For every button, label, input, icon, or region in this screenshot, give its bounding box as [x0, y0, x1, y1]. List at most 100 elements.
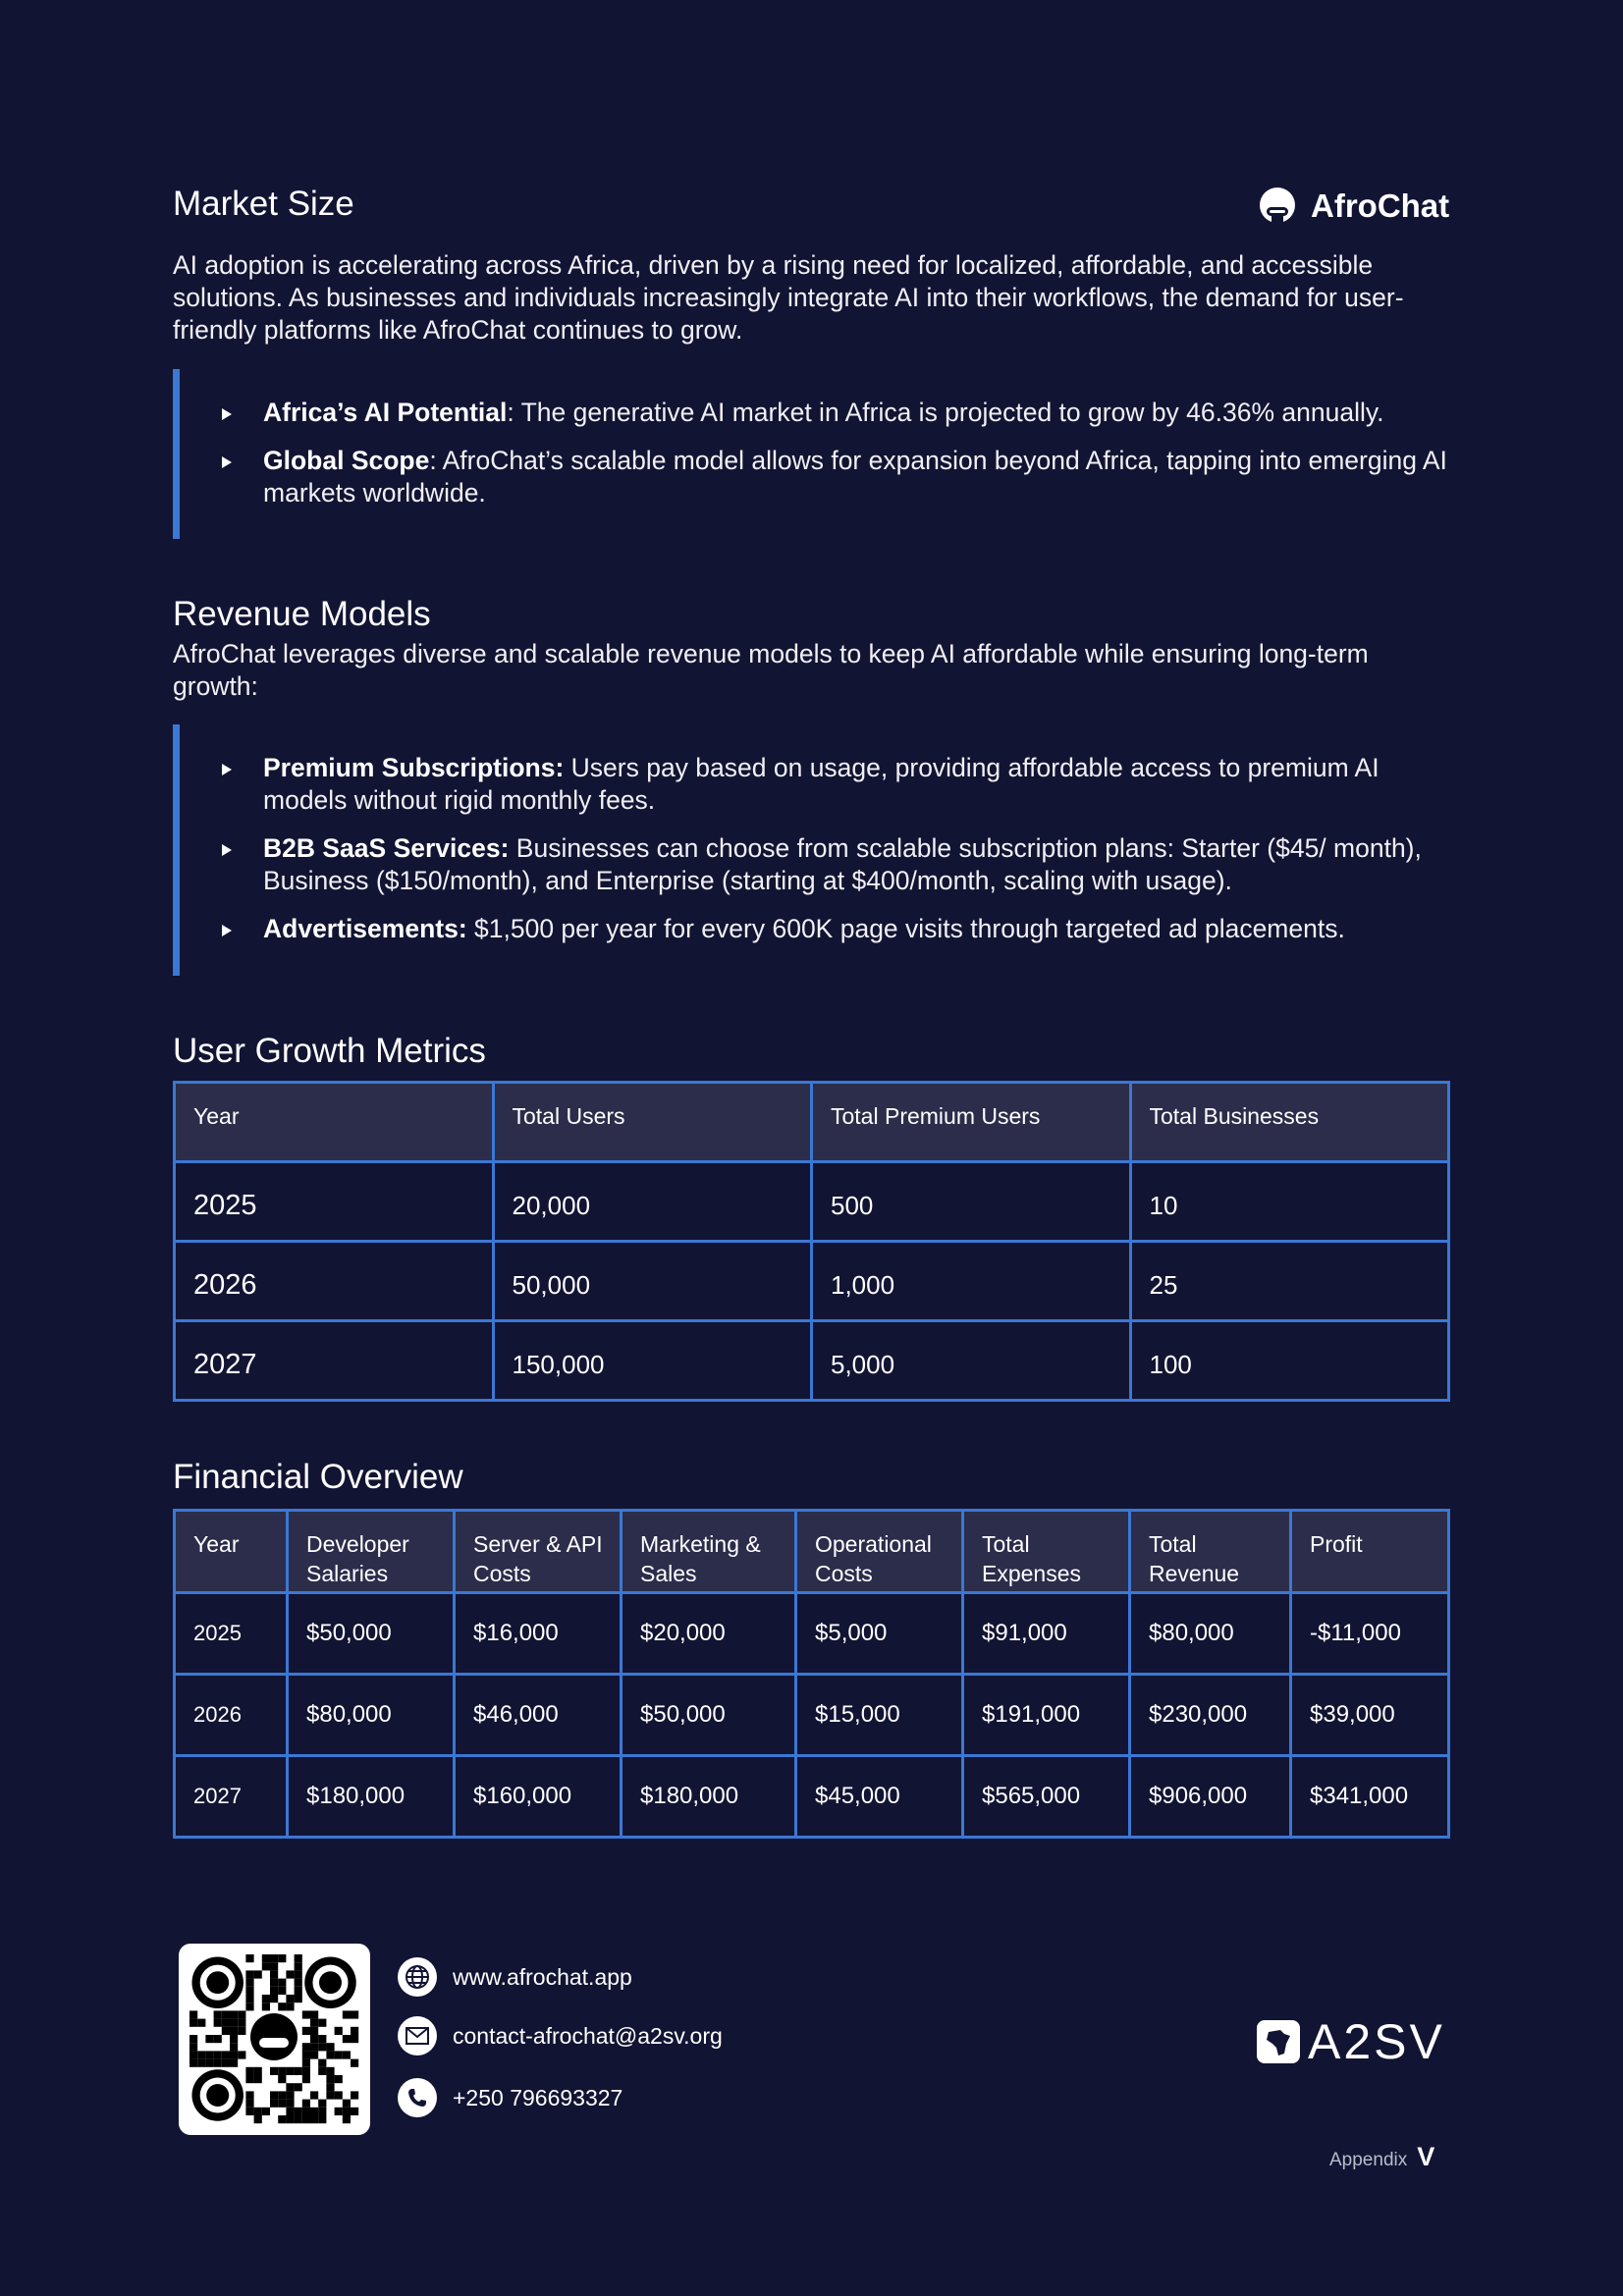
table-row: 2025 20,000 500 10 — [173, 1160, 1450, 1243]
cell: $341,000 — [1289, 1754, 1450, 1839]
cell: $180,000 — [620, 1754, 797, 1839]
financial-overview-table: Year Developer Salaries Server & API Costs… — [173, 1509, 1450, 1839]
cell: 2027 — [173, 1319, 495, 1402]
column-header: Operational Costs — [794, 1509, 964, 1593]
column-header: Total Users — [491, 1081, 813, 1162]
brand-name: AfroChat — [1311, 187, 1450, 224]
column-header: Marketing & Sales — [620, 1509, 797, 1593]
appendix-label: Appendix V — [1329, 2142, 1434, 2172]
bullet-term: Advertisements: — [263, 914, 467, 943]
envelope-icon — [398, 2016, 437, 2056]
cell: 2026 — [173, 1673, 289, 1757]
column-header: Developer Salaries — [286, 1509, 456, 1593]
cell: 2026 — [173, 1240, 495, 1322]
list-item: Africa’s AI Potential: The generative AI… — [222, 397, 1459, 429]
globe-icon — [398, 1957, 437, 1997]
column-header: Year — [173, 1509, 289, 1593]
bullet-text: Businesses can choose from scalable subs… — [263, 833, 1422, 895]
revenue-models-intro: AfroChat leverages diverse and scalable … — [173, 639, 1369, 701]
column-header: Total Expenses — [961, 1509, 1131, 1593]
cell: $180,000 — [286, 1754, 456, 1839]
cell: $5,000 — [794, 1591, 964, 1676]
list-item: Advertisements: $1,500 per year for ever… — [222, 913, 1459, 945]
revenue-models-title: Revenue Models — [173, 595, 431, 633]
cell: 50,000 — [491, 1240, 813, 1322]
qr-code[interactable] — [179, 1944, 370, 2135]
cell: $91,000 — [961, 1591, 1131, 1676]
cell: 2025 — [173, 1160, 495, 1243]
accent-bar — [173, 369, 180, 539]
cell: $50,000 — [620, 1673, 797, 1757]
bullet-arrow-icon — [222, 456, 232, 468]
afrochat-logo: AfroChat — [1258, 187, 1449, 226]
cell: $80,000 — [286, 1673, 456, 1757]
afrochat-robot-logo-icon — [1260, 187, 1295, 226]
cell: 500 — [810, 1160, 1132, 1243]
cell: $16,000 — [453, 1591, 622, 1676]
column-header: Total Revenue — [1128, 1509, 1292, 1593]
column-header: Total Businesses — [1128, 1081, 1450, 1162]
cell: $45,000 — [794, 1754, 964, 1839]
cell: 2027 — [173, 1754, 289, 1839]
bullet-term: B2B SaaS Services: — [263, 833, 510, 863]
table-row: 2026 50,000 1,000 25 — [173, 1240, 1450, 1322]
column-header: Server & API Costs — [453, 1509, 622, 1593]
africa-map-icon — [1257, 2020, 1300, 2063]
cell: $230,000 — [1128, 1673, 1292, 1757]
bullet-text: $1,500 per year for every 600K page visi… — [466, 914, 1345, 943]
cell: 2025 — [173, 1591, 289, 1676]
column-header: Year — [173, 1081, 495, 1162]
list-item: Premium Subscriptions: Users pay based o… — [222, 752, 1459, 817]
cell: $50,000 — [286, 1591, 456, 1676]
user-growth-title: User Growth Metrics — [173, 1032, 486, 1070]
cell: $46,000 — [453, 1673, 622, 1757]
list-item: B2B SaaS Services: Businesses can choose… — [222, 832, 1459, 897]
website-link[interactable]: www.afrochat.app — [453, 1964, 632, 1990]
cell: 150,000 — [491, 1319, 813, 1402]
table-row: 2027 $180,000 $160,000 $180,000 $45,000 $565,… — [173, 1754, 1450, 1839]
bullet-term: Premium Subscriptions: — [263, 753, 565, 782]
cell: $15,000 — [794, 1673, 964, 1757]
bullet-arrow-icon — [222, 925, 232, 936]
bullet-arrow-icon — [222, 844, 232, 856]
cell: $80,000 — [1128, 1591, 1292, 1676]
phone-icon — [398, 2078, 437, 2117]
market-size-intro: AI adoption is accelerating across Afric… — [173, 250, 1404, 345]
revenue-models-bullets: Premium Subscriptions: Users pay based o… — [222, 752, 1459, 961]
a2sv-logo: A2SV — [1257, 2017, 1445, 2066]
bullet-arrow-icon — [222, 408, 232, 420]
cell: $20,000 — [620, 1591, 797, 1676]
bullet-text: : The generative AI market in Africa is … — [507, 398, 1384, 427]
cell: 100 — [1128, 1319, 1450, 1402]
appendix-number: V — [1417, 2142, 1435, 2171]
bullet-term: Global Scope — [263, 446, 430, 475]
bullet-text: : AfroChat’s scalable model allows for e… — [263, 446, 1447, 507]
email-link[interactable]: contact-afrochat@a2sv.org — [453, 2023, 723, 2049]
table-row: 2026 $80,000 $46,000 $50,000 $15,000 $191,000… — [173, 1673, 1450, 1757]
a2sv-wordmark: A2SV — [1308, 2014, 1445, 2069]
column-header: Total Premium Users — [810, 1081, 1132, 1162]
cell: $191,000 — [961, 1673, 1131, 1757]
bullet-term: Africa’s AI Potential — [263, 398, 508, 427]
table-row: 2025 $50,000 $16,000 $20,000 $5,000 $91,000 $8… — [173, 1591, 1450, 1676]
cell: 1,000 — [810, 1240, 1132, 1322]
cell: 20,000 — [491, 1160, 813, 1243]
table-row: 2027 150,000 5,000 100 — [173, 1319, 1450, 1402]
cell: $160,000 — [453, 1754, 622, 1839]
accent-bar — [173, 724, 180, 976]
cell: 5,000 — [810, 1319, 1132, 1402]
cell: $565,000 — [961, 1754, 1131, 1839]
market-size-title: Market Size — [173, 185, 354, 223]
appendix-text: Appendix — [1329, 2150, 1408, 2170]
market-size-bullets: Africa’s AI Potential: The generative AI… — [222, 397, 1459, 525]
cell: 10 — [1128, 1160, 1450, 1243]
cell: 25 — [1128, 1240, 1450, 1322]
bullet-text: Users pay based on usage, providing affo… — [263, 753, 1380, 815]
phone-number: +250 796693327 — [453, 2085, 623, 2110]
user-growth-table: Year Total Users Total Premium Users Total … — [173, 1081, 1450, 1402]
list-item: Global Scope: AfroChat’s scalable model … — [222, 445, 1459, 509]
cell: -$11,000 — [1289, 1591, 1450, 1676]
bullet-arrow-icon — [222, 764, 232, 775]
cell: $39,000 — [1289, 1673, 1450, 1757]
column-header: Profit — [1289, 1509, 1450, 1593]
